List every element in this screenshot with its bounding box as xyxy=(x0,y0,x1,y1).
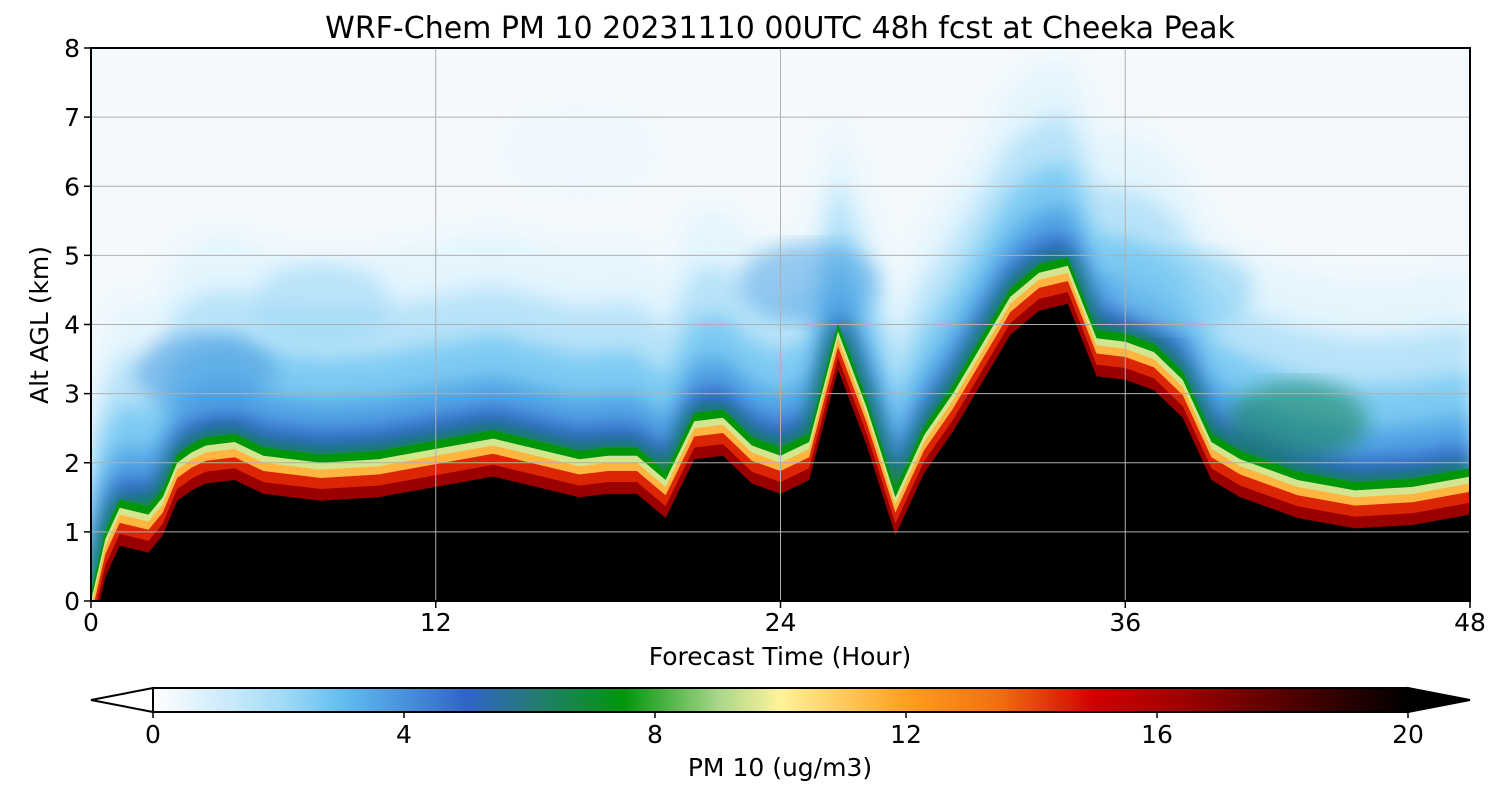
y-tick-label-4: 4 xyxy=(64,311,80,340)
aloft-feature-5 xyxy=(1227,381,1368,462)
x-tick-label-1: 12 xyxy=(420,608,452,637)
x-tick-label-4: 48 xyxy=(1454,608,1486,637)
y-tick-label-0: 0 xyxy=(64,587,80,616)
colorbar-tick-label-4: 16 xyxy=(1141,720,1173,749)
x-axis-label: Forecast Time (Hour) xyxy=(649,642,912,671)
y-tick-label-1: 1 xyxy=(64,518,80,547)
colorbar-high-extension xyxy=(1407,686,1471,714)
colorbar-label: PM 10 (ug/m3) xyxy=(688,753,872,782)
y-tick-label-3: 3 xyxy=(64,380,80,409)
colorbar-tick-label-0: 0 xyxy=(145,720,161,749)
colorbar-ticks: 0 4 8 12 16 20 xyxy=(145,712,1424,749)
y-tick-label-8: 8 xyxy=(64,34,80,63)
chart-title: WRF-Chem PM 10 20231110 00UTC 48h fcst a… xyxy=(325,11,1235,46)
y-tick-label-2: 2 xyxy=(64,449,80,478)
x-tick-label-2: 24 xyxy=(765,608,797,637)
colorbar-tick-label-3: 12 xyxy=(890,720,922,749)
colorbar-tick-label-2: 8 xyxy=(647,720,663,749)
x-tick-label-0: 0 xyxy=(83,608,99,637)
x-axis-ticks: 0 12 24 36 48 xyxy=(83,601,1486,637)
y-tick-label-5: 5 xyxy=(64,241,80,270)
aloft-feature-1 xyxy=(250,263,391,344)
aloft-feature-4 xyxy=(1112,249,1253,330)
x-tick-label-3: 36 xyxy=(1109,608,1141,637)
y-axis-ticks: 0 1 2 3 4 5 6 7 8 xyxy=(64,34,91,616)
colorbar: 0 4 8 12 16 20 PM 10 (ug/m3) xyxy=(90,686,1471,782)
colorbar-tick-label-5: 20 xyxy=(1392,720,1424,749)
aloft-feature-2 xyxy=(509,111,650,192)
colorbar-body xyxy=(152,687,1409,713)
y-tick-label-6: 6 xyxy=(64,172,80,201)
aloft-feature-3 xyxy=(739,243,880,324)
colorbar-low-extension xyxy=(90,686,154,714)
colorbar-tick-label-1: 4 xyxy=(396,720,412,749)
aloft-feature-0 xyxy=(135,332,276,413)
y-axis-label: Alt AGL (km) xyxy=(25,246,54,404)
y-tick-label-7: 7 xyxy=(64,103,80,132)
